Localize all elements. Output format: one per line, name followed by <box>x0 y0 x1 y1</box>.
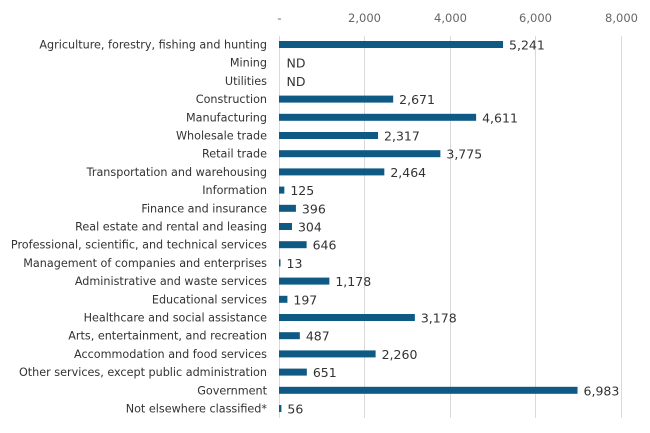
category-label: Real estate and rental and leasing <box>75 221 267 234</box>
category-label: Not elsewhere classified* <box>126 403 268 416</box>
category-label: Agriculture, forestry, fishing and hunti… <box>39 39 267 52</box>
data-label: 646 <box>313 238 337 253</box>
bar <box>279 186 285 194</box>
bar <box>279 168 385 176</box>
data-label: 2,671 <box>399 92 435 107</box>
bar <box>279 386 578 394</box>
data-label: 2,464 <box>390 165 426 180</box>
x-tick-label: 4,000 <box>434 11 467 25</box>
category-label: Finance and insurance <box>141 202 267 215</box>
data-label: 6,983 <box>584 383 620 398</box>
data-label: ND <box>287 56 306 71</box>
bar <box>279 150 441 158</box>
data-label: 1,178 <box>335 274 371 289</box>
data-label: 4,611 <box>482 110 518 125</box>
category-label: Government <box>197 384 267 397</box>
data-label: 3,775 <box>446 147 482 162</box>
category-label: Transportation and warehousing <box>86 166 267 179</box>
x-tick-label: 2,000 <box>348 11 381 25</box>
data-label: 304 <box>298 220 322 235</box>
bar <box>279 332 300 340</box>
bar <box>279 405 282 412</box>
category-label: Professional, scientific, and technical … <box>11 239 267 252</box>
category-label: Healthcare and social assistance <box>84 312 268 325</box>
data-label: 5,241 <box>509 38 545 53</box>
category-label: Utilities <box>225 75 267 88</box>
data-label: 3,178 <box>421 311 457 326</box>
bar <box>279 259 281 267</box>
data-label: 13 <box>287 256 303 271</box>
data-label: 2,260 <box>382 347 418 362</box>
category-label: Mining <box>230 57 267 70</box>
x-tick-label: - <box>277 11 281 25</box>
category-label: Construction <box>196 93 267 106</box>
bar <box>279 223 292 230</box>
x-axis-ticks: - 2,000 4,000 6,000 8,000 <box>277 11 638 25</box>
bar <box>279 350 376 358</box>
category-label: Wholesale trade <box>176 130 267 143</box>
category-label: Management of companies and enterprises <box>23 257 267 270</box>
bar <box>279 204 296 212</box>
category-label: Accommodation and food services <box>74 348 267 361</box>
bar <box>279 368 307 376</box>
x-tick-label: 6,000 <box>519 11 552 25</box>
data-label: 125 <box>290 183 314 198</box>
category-label: Retail trade <box>202 148 267 161</box>
value-labels: 5,241 ND ND 2,671 4,611 2,317 3,775 2,464 125 396… <box>287 38 620 417</box>
x-tick-label: 8,000 <box>605 11 638 25</box>
category-label: Other services, except public administra… <box>19 366 267 379</box>
category-label: Administrative and waste services <box>75 275 267 288</box>
data-label: 2,317 <box>384 129 420 144</box>
category-label: Manufacturing <box>186 111 267 124</box>
data-label: ND <box>287 74 306 89</box>
bar <box>279 132 379 139</box>
data-label: 396 <box>302 201 326 216</box>
category-label: Information <box>202 184 267 197</box>
data-label: 487 <box>306 329 330 344</box>
data-label: 651 <box>313 365 337 380</box>
bar <box>279 241 307 249</box>
bar <box>279 95 394 103</box>
bars <box>279 41 578 412</box>
bar <box>279 41 504 48</box>
bar <box>279 314 415 321</box>
category-labels: Agriculture, forestry, fishing and hunti… <box>11 39 268 416</box>
gridlines <box>279 36 622 418</box>
data-label: 197 <box>293 292 317 307</box>
category-label: Arts, entertainment, and recreation <box>68 330 267 343</box>
bar <box>279 113 477 121</box>
category-label: Educational services <box>152 293 267 306</box>
bar <box>279 277 330 285</box>
data-label: 56 <box>287 402 303 417</box>
bar <box>279 295 288 303</box>
